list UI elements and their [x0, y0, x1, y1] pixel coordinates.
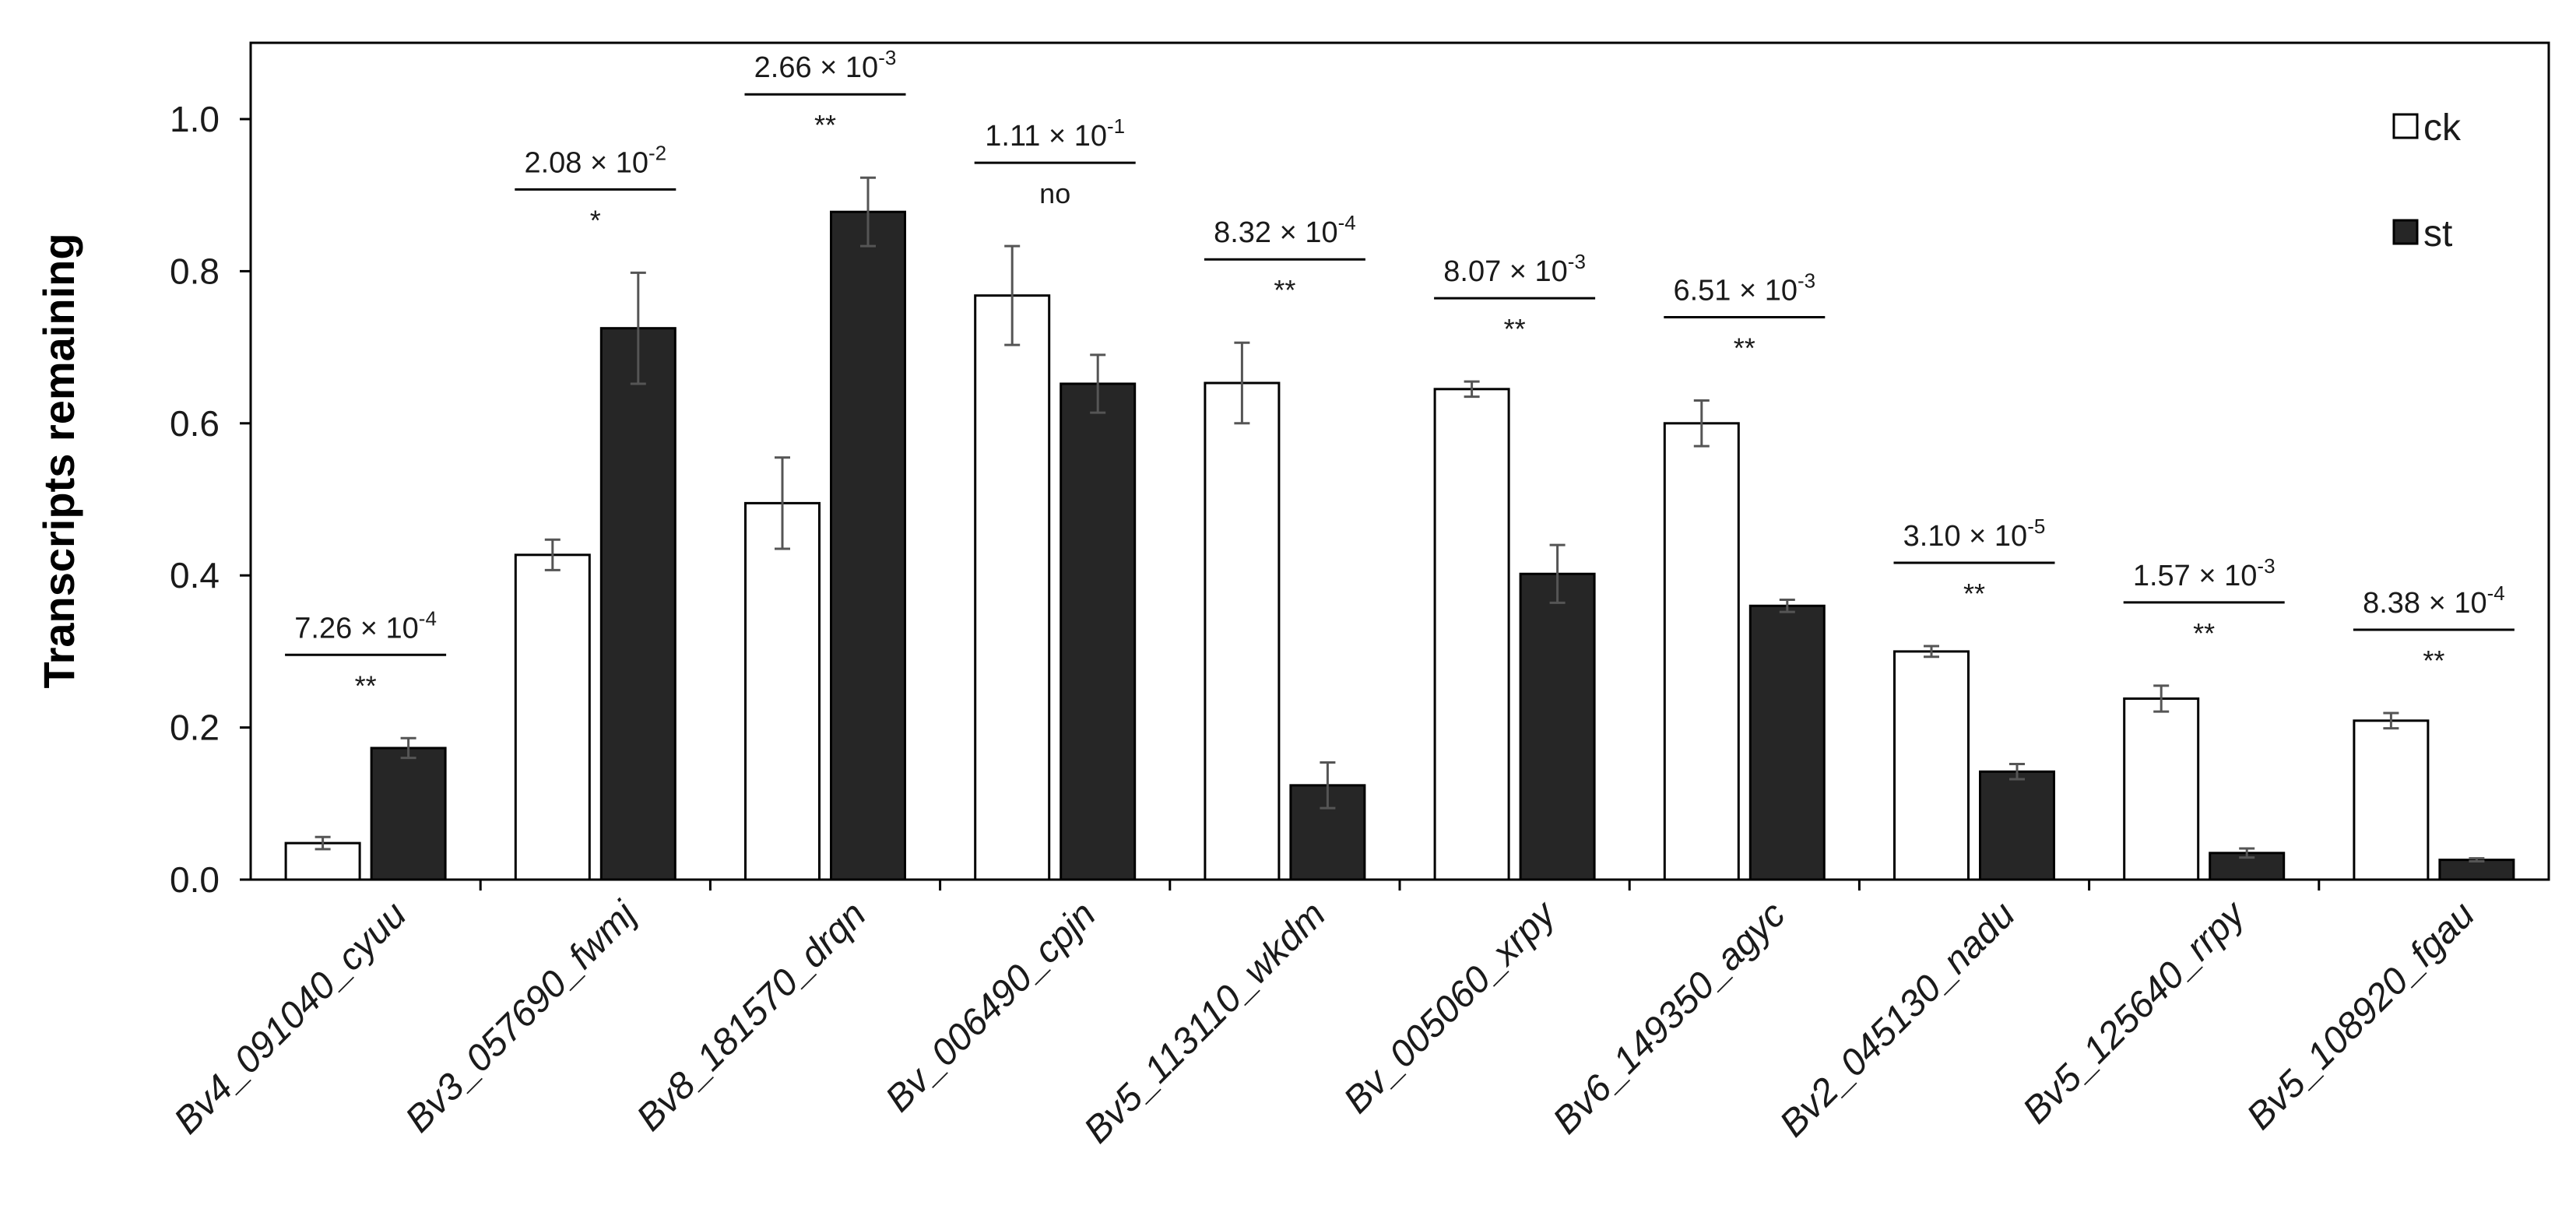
p-value-exponent: -3	[1568, 250, 1586, 273]
p-value-mantissa: 8.32 × 10	[1214, 216, 1338, 249]
y-tick-label: 0.0	[170, 859, 220, 900]
category-label: Bv_006490_cpjn	[878, 894, 1104, 1119]
legend-swatch-ck	[2392, 113, 2419, 139]
p-value-label: 8.07 × 10-3	[1443, 250, 1586, 288]
bar-st	[2438, 859, 2515, 881]
bars	[284, 210, 2515, 881]
significance-mark: **	[1734, 332, 1755, 364]
significance-mark: **	[814, 109, 836, 141]
significance-mark: **	[1274, 274, 1295, 306]
p-value-mantissa: 1.11 × 10	[985, 120, 1107, 153]
y-tick-label: 0.6	[170, 403, 220, 444]
p-value-exponent: -5	[2027, 515, 2045, 538]
legend-swatch-st	[2392, 219, 2419, 245]
p-value-exponent: -3	[1798, 269, 1815, 292]
significance-mark: *	[590, 204, 601, 236]
bar-ck	[2353, 719, 2430, 881]
p-value-label: 2.08 × 10-2	[524, 141, 666, 179]
p-value-exponent: -3	[878, 46, 896, 69]
category-label: Bv4_091040_cyuu	[167, 894, 415, 1142]
significance-mark: no	[1039, 177, 1070, 209]
p-value-label: 3.10 × 10-5	[1903, 515, 2046, 553]
y-tick-label: 1.0	[170, 99, 220, 139]
p-value-label: 1.57 × 10-3	[2133, 554, 2276, 592]
significance-mark: **	[2423, 645, 2444, 676]
significance-annotations: **7.26 × 10-4*2.08 × 10-2**2.66 × 10-3no…	[285, 46, 2514, 701]
p-value-label: 6.51 × 10-3	[1673, 269, 1815, 307]
category-label: Bv3_057690_fwmj	[398, 893, 645, 1140]
significance-mark: **	[1963, 578, 1985, 610]
error-bars	[315, 176, 2485, 863]
p-value-mantissa: 1.57 × 10	[2133, 560, 2258, 592]
category-label: Bv5_125640_rrpy	[2015, 892, 2255, 1132]
significance-mark: **	[1504, 313, 1526, 345]
y-tick-label: 0.2	[170, 708, 220, 748]
category-label: Bv5_108920_fgau	[2239, 894, 2483, 1137]
bar-st	[1060, 382, 1137, 881]
bar-st	[830, 210, 906, 881]
p-value-mantissa: 7.26 × 10	[294, 612, 419, 645]
bar-ck	[1663, 422, 1740, 881]
bar-st	[1979, 770, 2055, 881]
y-axis-label: Transcripts remaining	[34, 233, 83, 688]
bar-st	[370, 747, 447, 881]
bar-ck	[1433, 388, 1510, 881]
category-label: Bv6_149350_agyc	[1545, 894, 1794, 1142]
bar-ck	[1893, 650, 1970, 881]
x-axis: Bv4_091040_cyuuBv3_057690_fwmjBv8_181570…	[167, 880, 2483, 1151]
p-value-mantissa: 6.51 × 10	[1673, 274, 1798, 307]
p-value-label: 7.26 × 10-4	[294, 606, 437, 645]
p-value-mantissa: 3.10 × 10	[1903, 520, 2028, 553]
bar-ck	[1204, 381, 1281, 881]
y-axis: 0.0 0.2 0.4 0.6 0.8 1.0	[170, 99, 251, 900]
bar-st	[599, 327, 677, 881]
category-label: Bv2_045130_nadu	[1772, 894, 2022, 1144]
bar-ck	[2123, 697, 2200, 881]
category-label: Bv_005060_xrpy	[1336, 892, 1565, 1121]
p-value-mantissa: 8.38 × 10	[2363, 587, 2487, 620]
y-tick-label: 0.8	[170, 251, 220, 291]
bar-ck	[744, 501, 821, 881]
p-value-exponent: -4	[419, 606, 437, 630]
category-label: Bv5_113110_wkdm	[1077, 894, 1334, 1151]
significance-mark: **	[2193, 617, 2215, 649]
bar-st	[1519, 572, 1596, 881]
p-value-mantissa: 8.07 × 10	[1443, 255, 1568, 288]
p-value-mantissa: 2.66 × 10	[754, 51, 879, 84]
bar-st	[2209, 852, 2286, 881]
p-value-exponent: -4	[1338, 211, 1356, 234]
p-value-exponent: -4	[2487, 581, 2505, 605]
p-value-exponent: -2	[648, 141, 666, 164]
category-label: Bv8_181570_drqn	[629, 894, 874, 1139]
p-value-label: 2.66 × 10-3	[754, 46, 897, 84]
bar-ck	[514, 553, 591, 881]
legend-label-ck: ck	[2423, 107, 2462, 149]
legend-label-st: st	[2423, 213, 2452, 255]
p-value-exponent: -1	[1107, 114, 1125, 138]
y-tick-label: 0.4	[170, 555, 220, 595]
p-value-label: 8.32 × 10-4	[1214, 211, 1356, 249]
p-value-exponent: -3	[2257, 554, 2275, 578]
legend: ck st	[2392, 107, 2462, 255]
significance-mark: **	[355, 669, 377, 701]
bar-st	[1748, 604, 1826, 881]
p-value-mantissa: 2.08 × 10	[524, 146, 648, 179]
bar-ck	[974, 294, 1051, 881]
p-value-label: 1.11 × 10-1	[985, 114, 1125, 153]
p-value-label: 8.38 × 10-4	[2363, 581, 2505, 620]
